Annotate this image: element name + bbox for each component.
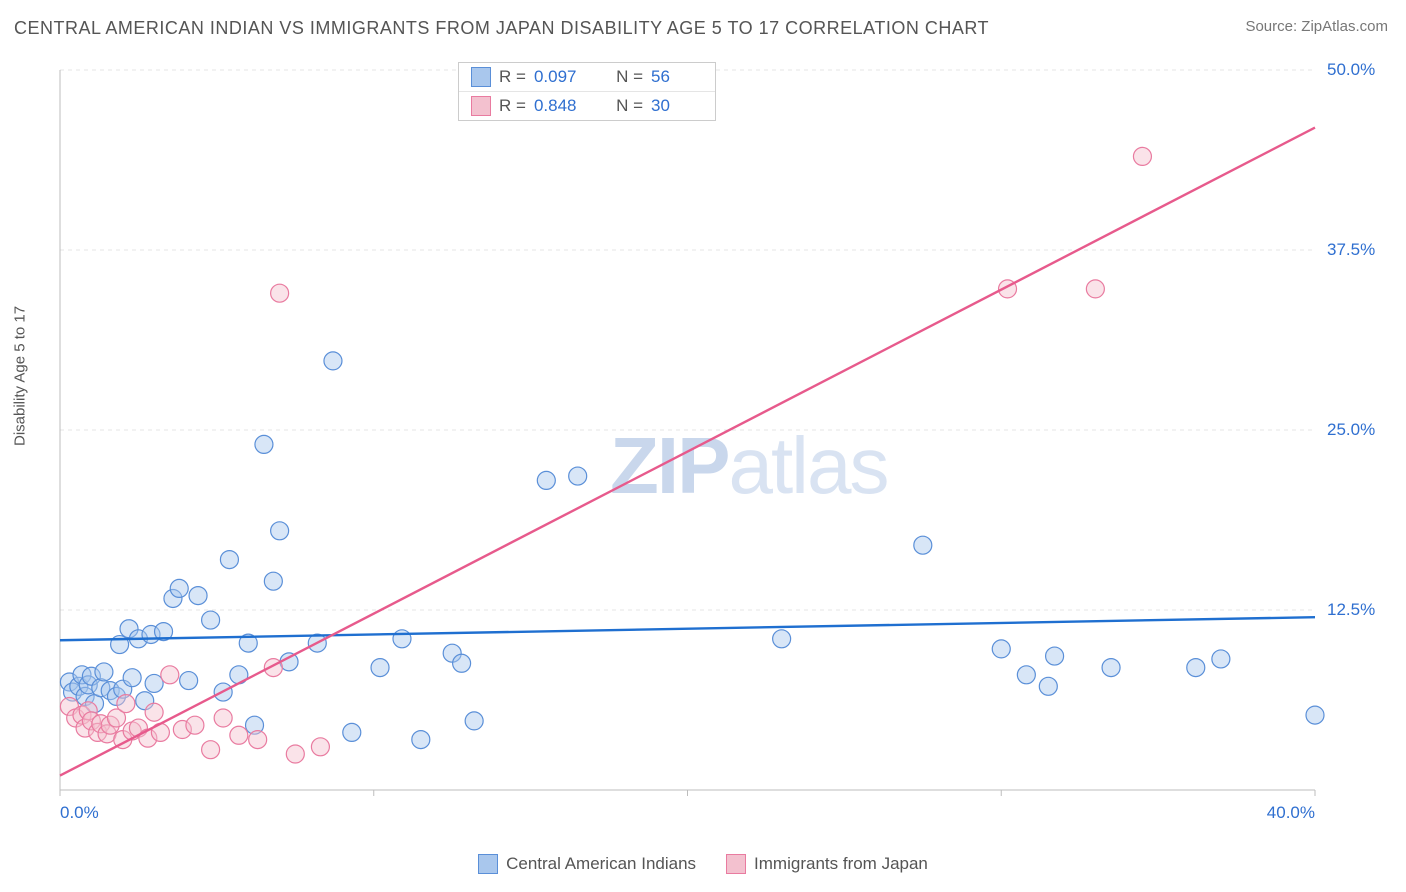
series-legend: Central American Indians Immigrants from … [0,854,1406,874]
n-label: N = [616,96,643,116]
n-value: 56 [651,67,703,87]
correlation-legend: R = 0.097 N = 56R = 0.848 N = 30 [458,62,716,121]
r-label: R = [499,96,526,116]
legend-label: Central American Indians [506,854,696,874]
r-label: R = [499,67,526,87]
svg-text:50.0%: 50.0% [1327,60,1375,79]
svg-text:12.5%: 12.5% [1327,600,1375,619]
legend-label: Immigrants from Japan [754,854,928,874]
legend-swatch [471,67,491,87]
legend-swatch [478,854,498,874]
legend-item: Central American Indians [478,854,696,874]
plot-area: 12.5% 25.0% 37.5% 50.0% 0.0% 40.0% [50,60,1380,830]
chart-title: CENTRAL AMERICAN INDIAN VS IMMIGRANTS FR… [14,18,989,39]
legend-swatch [726,854,746,874]
r-value: 0.097 [534,67,586,87]
n-label: N = [616,67,643,87]
correlation-legend-row: R = 0.097 N = 56 [459,63,715,91]
svg-text:37.5%: 37.5% [1327,240,1375,259]
svg-text:0.0%: 0.0% [60,803,99,822]
r-value: 0.848 [534,96,586,116]
svg-text:25.0%: 25.0% [1327,420,1375,439]
scatter-plot-svg: 12.5% 25.0% 37.5% 50.0% 0.0% 40.0% [50,60,1380,830]
y-axis-label: Disability Age 5 to 17 [12,306,29,446]
chart-container: CENTRAL AMERICAN INDIAN VS IMMIGRANTS FR… [0,0,1406,892]
correlation-legend-row: R = 0.848 N = 30 [459,91,715,120]
svg-text:40.0%: 40.0% [1267,803,1315,822]
legend-swatch [471,96,491,116]
n-value: 30 [651,96,703,116]
source-attribution: Source: ZipAtlas.com [1245,18,1388,35]
legend-item: Immigrants from Japan [726,854,928,874]
